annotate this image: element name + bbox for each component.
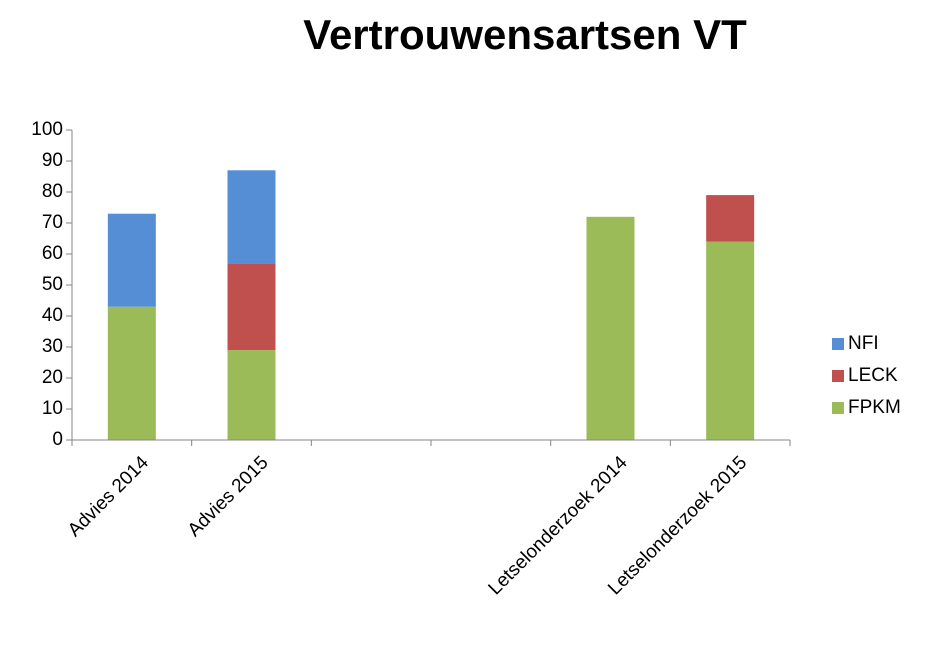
legend-label: LECK: [848, 365, 898, 386]
y-tick-label: 10: [42, 398, 63, 419]
legend-label: NFI: [848, 333, 879, 354]
bar-segment: [706, 241, 755, 440]
x-tick-label: Advies 2014: [64, 452, 153, 541]
y-tick-label: 40: [42, 305, 63, 326]
legend-swatch: [832, 338, 844, 350]
legend-swatch: [832, 402, 844, 414]
bar-segment: [107, 213, 156, 307]
x-tick-label: Letselonderzoek 2014: [485, 452, 632, 599]
bar-segment: [227, 350, 276, 440]
chart-title: Vertrouwensartsen VT: [303, 11, 747, 58]
legend-swatch: [832, 370, 844, 382]
bar-segment: [586, 216, 635, 440]
bar-segment: [107, 306, 156, 440]
y-tick-label: 80: [42, 181, 63, 202]
y-tick-label: 100: [31, 119, 63, 140]
bar-segment: [706, 195, 755, 242]
x-tick-label: Letselonderzoek 2015: [604, 452, 751, 599]
y-tick-label: 60: [42, 243, 63, 264]
bar-segment: [227, 170, 276, 264]
y-tick-label: 50: [42, 274, 63, 295]
y-tick-label: 30: [42, 336, 63, 357]
y-tick-label: 20: [42, 367, 63, 388]
legend-label: FPKM: [848, 397, 901, 418]
x-tick-label: Advies 2015: [184, 452, 273, 541]
y-tick-label: 70: [42, 212, 63, 233]
bar-segment: [227, 263, 276, 351]
y-tick-label: 90: [42, 150, 63, 171]
y-tick-label: 0: [52, 429, 63, 450]
